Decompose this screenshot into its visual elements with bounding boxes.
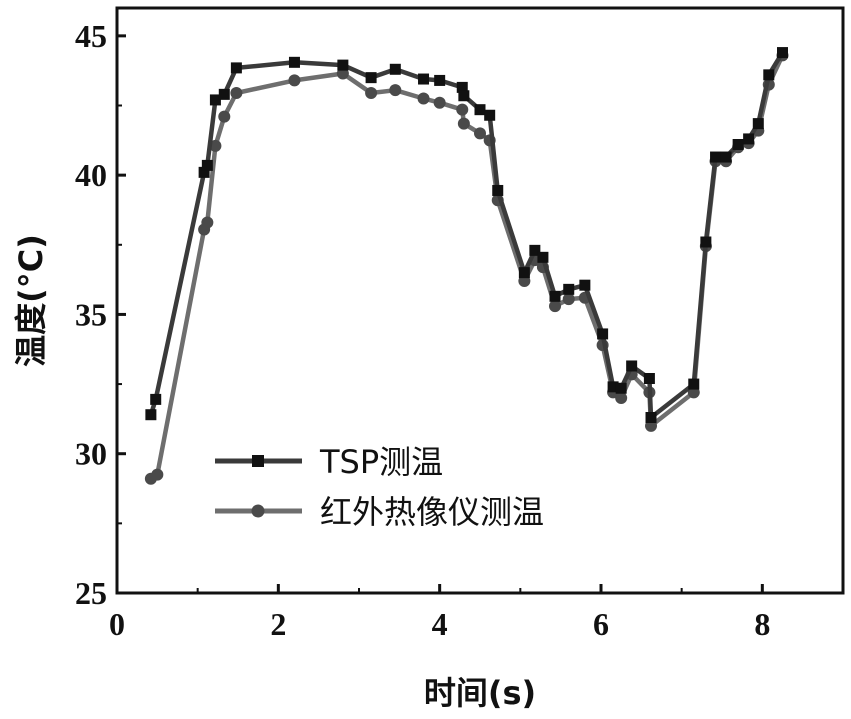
data-point	[710, 151, 722, 163]
legend-label: 红外热像仪测温	[320, 493, 544, 531]
data-point	[474, 104, 486, 116]
plot-frame	[115, 6, 845, 595]
chart-marks	[144, 47, 789, 485]
legend-marker	[251, 504, 265, 518]
data-point	[201, 159, 213, 171]
data-point	[518, 267, 530, 279]
data-point	[615, 382, 627, 394]
x-tick-label: 8	[754, 606, 770, 642]
x-tick-label: 4	[432, 606, 448, 642]
data-point	[456, 103, 469, 116]
data-point	[579, 279, 591, 291]
data-point	[209, 139, 222, 152]
x-tick-label: 6	[593, 606, 609, 642]
data-point	[537, 251, 549, 263]
data-point	[492, 184, 504, 196]
data-point	[337, 59, 349, 71]
legend-entry: 红外热像仪测温	[215, 493, 544, 531]
y-tick-label: 30	[75, 436, 107, 472]
data-point	[763, 69, 775, 81]
data-point	[529, 244, 541, 256]
data-point	[218, 88, 230, 100]
x-tick-label: 0	[109, 606, 125, 642]
data-point	[549, 290, 561, 302]
data-point	[209, 94, 221, 106]
data-point	[474, 127, 486, 140]
series-1	[145, 47, 788, 423]
data-point	[752, 118, 764, 130]
data-point	[777, 47, 788, 59]
x-axis-title: 时间(s)	[424, 674, 536, 712]
data-point	[456, 81, 468, 93]
data-point	[607, 381, 619, 393]
data-point	[615, 392, 628, 404]
data-point	[732, 139, 744, 150]
data-point	[458, 90, 470, 102]
legend-marker	[252, 455, 264, 467]
data-point	[563, 283, 575, 295]
data-point	[418, 73, 430, 85]
data-point	[743, 133, 755, 145]
data-point	[365, 86, 378, 99]
data-point	[218, 110, 231, 123]
data-point	[457, 117, 470, 130]
data-point	[597, 328, 609, 340]
axis-ticks: 0 2 4 6 8 25 30 35 40 45	[75, 18, 770, 642]
data-point	[643, 373, 655, 384]
data-point	[151, 468, 164, 481]
data-point	[230, 62, 242, 74]
legend-label: TSP测温	[319, 443, 443, 481]
data-point	[417, 92, 430, 105]
data-point	[198, 166, 210, 178]
data-point	[645, 412, 657, 423]
data-point	[626, 360, 638, 372]
data-point	[365, 72, 377, 84]
data-point	[434, 74, 446, 86]
data-point	[288, 56, 300, 68]
data-point	[389, 84, 402, 97]
data-point	[433, 96, 446, 109]
data-point	[389, 63, 401, 75]
y-axis-title: 温度(°C)	[12, 234, 50, 367]
series-2	[144, 49, 789, 485]
data-point	[145, 409, 157, 421]
data-point	[288, 74, 301, 87]
y-tick-label: 45	[75, 18, 107, 54]
data-point	[688, 378, 700, 390]
y-tick-label: 25	[75, 575, 107, 611]
y-tick-label: 35	[75, 296, 107, 332]
y-tick-label: 40	[75, 157, 107, 193]
data-point	[484, 109, 496, 121]
data-point	[700, 236, 712, 248]
x-tick-label: 2	[270, 606, 286, 642]
data-point	[720, 151, 732, 163]
data-point	[549, 300, 562, 313]
data-point	[562, 293, 575, 306]
data-point	[150, 393, 162, 405]
data-point	[201, 216, 214, 229]
legend-entry: TSP测温	[215, 443, 443, 481]
data-point	[230, 86, 243, 99]
